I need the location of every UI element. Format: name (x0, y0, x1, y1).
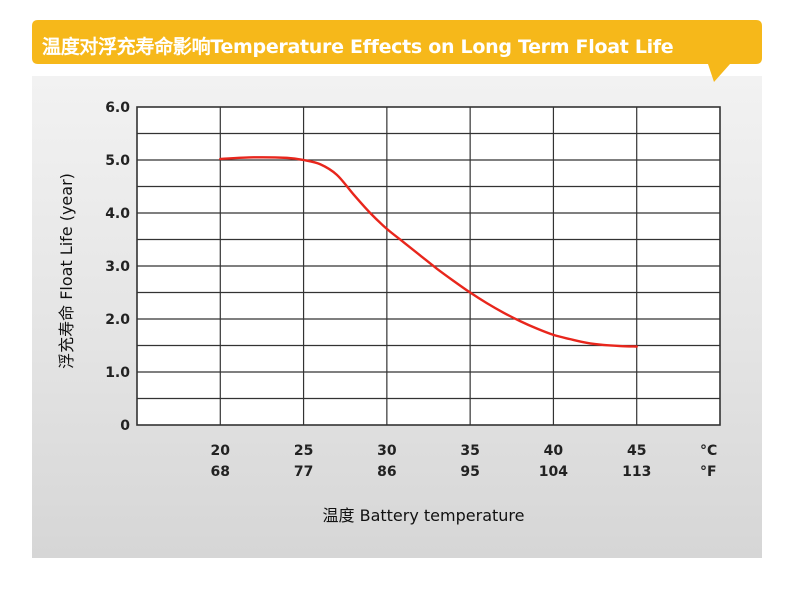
data-point (252, 156, 255, 159)
y-tick-label: 5.0 (105, 153, 130, 169)
data-point (569, 338, 571, 341)
x-tick-label-fahrenheit: 86 (377, 464, 396, 480)
data-point (452, 279, 455, 282)
x-tick-label-fahrenheit: 68 (211, 464, 230, 480)
data-point (502, 311, 505, 314)
data-point (602, 344, 605, 346)
data-point (419, 254, 422, 257)
data-point (302, 159, 305, 161)
data-point (286, 156, 288, 159)
data-point (385, 228, 388, 230)
x-tick-label-celsius: 40 (544, 443, 564, 459)
data-point (535, 327, 538, 330)
data-point (469, 291, 472, 294)
title-banner: 温度对浮充寿命影响Temperature Effects on Long Ter… (32, 20, 762, 82)
y-tick-label: 6.0 (105, 100, 130, 116)
data-point (369, 212, 372, 214)
data-point (319, 163, 322, 166)
x-tick-label-celsius: 30 (377, 443, 397, 459)
data-point (635, 345, 638, 348)
chart-title: 温度对浮充寿命影响Temperature Effects on Long Ter… (42, 36, 674, 58)
data-point (485, 302, 488, 304)
data-point (552, 334, 555, 336)
x-axis-label: 温度 Battery temperature (323, 506, 525, 525)
grid (136, 106, 721, 426)
x-tick-label-celsius: 20 (211, 443, 231, 459)
series-line-0 (219, 156, 638, 348)
data-point (519, 320, 522, 323)
x-tick-label-fahrenheit: 113 (622, 464, 651, 480)
data-point (402, 241, 405, 244)
x-tick-label-fahrenheit: 77 (294, 464, 313, 480)
y-tick-labels: 0 1.0 2.0 3.0 4.0 5.0 6.0 (105, 100, 130, 434)
x-tick-label-celsius: 45 (627, 443, 646, 459)
series-layer (219, 156, 638, 348)
data-point (352, 193, 355, 196)
data-point (219, 158, 222, 160)
y-tick-label: 3.0 (105, 259, 130, 275)
y-tick-label: 0 (120, 418, 130, 434)
x-tick-label-celsius: 25 (294, 443, 313, 459)
x-tick-label-fahrenheit: 95 (460, 464, 479, 480)
x-unit-fahrenheit: °F (700, 464, 717, 480)
y-tick-label: 2.0 (105, 312, 130, 328)
data-point (619, 345, 621, 347)
y-tick-label: 1.0 (105, 365, 130, 381)
y-tick-label: 4.0 (105, 206, 130, 222)
x-tick-labels: 20 68 25 77 30 86 35 95 40 104 45 113 (211, 443, 652, 480)
data-point (435, 267, 438, 270)
x-unit-celsius: °C (700, 443, 717, 459)
x-tick-label-celsius: 35 (460, 443, 479, 459)
banner-shape (32, 20, 762, 82)
y-axis-label: 浮充寿命 Float Life (year) (57, 173, 76, 369)
x-tick-label-fahrenheit: 104 (539, 464, 568, 480)
data-point (585, 341, 588, 344)
data-point (335, 173, 338, 176)
